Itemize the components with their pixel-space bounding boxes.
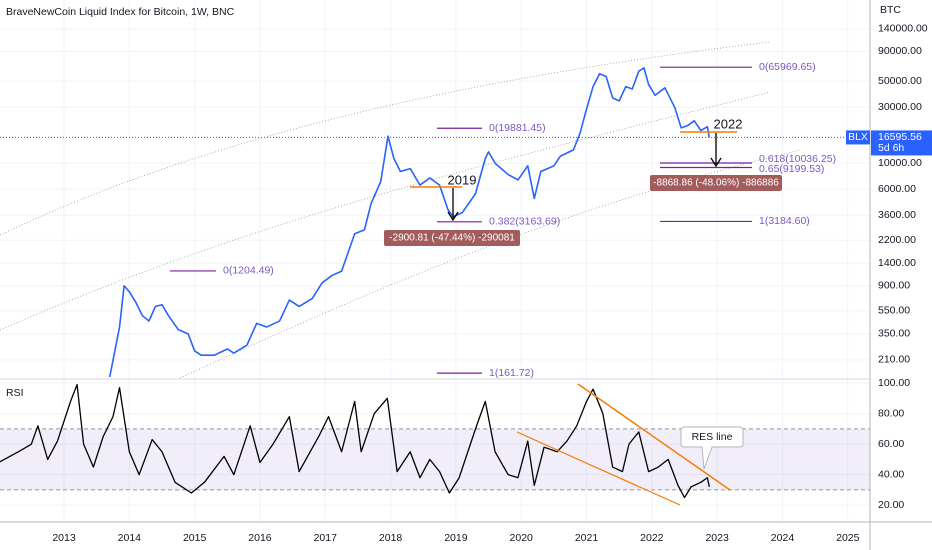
measure-label: -2900.81 (-47.44%) -290081 bbox=[389, 233, 515, 244]
x-tick-label: 2018 bbox=[379, 532, 403, 544]
y-tick-label: 20.00 bbox=[878, 499, 904, 511]
y-tick-label: 900.00 bbox=[878, 280, 910, 292]
x-tick-label: 2016 bbox=[248, 532, 272, 544]
y-tick-label: 1400.00 bbox=[878, 257, 916, 269]
fib-label: 0.382(3163.69) bbox=[489, 216, 560, 228]
y-tick-label: 90000.00 bbox=[878, 45, 922, 57]
fib-label: 0.65(9199.53) bbox=[759, 163, 824, 175]
x-tick-label: 2019 bbox=[444, 532, 468, 544]
y-tick-label: 40.00 bbox=[878, 468, 904, 480]
x-tick-label: 2021 bbox=[575, 532, 599, 544]
price-label: 16595.56 bbox=[878, 131, 922, 143]
drawings bbox=[410, 131, 744, 506]
arrow-head bbox=[447, 211, 459, 222]
y-tick-label: 350.00 bbox=[878, 328, 910, 340]
series-line bbox=[0, 383, 710, 499]
y-tick-label: 2200.00 bbox=[878, 234, 916, 246]
y-tick-label: 550.00 bbox=[878, 305, 910, 317]
x-tick-label: 2025 bbox=[836, 532, 860, 544]
price-axis bbox=[870, 0, 932, 550]
callout-label: RES line bbox=[692, 431, 733, 443]
x-tick-label: 2013 bbox=[52, 532, 76, 544]
fib-label: 0(1204.49) bbox=[223, 265, 274, 277]
y-tick-label: 60.00 bbox=[878, 438, 904, 450]
symbol-label: BLX bbox=[848, 131, 868, 143]
annotation: 2022 bbox=[714, 116, 743, 131]
y-tick-label: 100.00 bbox=[878, 377, 910, 389]
x-tick-label: 2022 bbox=[640, 532, 664, 544]
fib-label: 1(161.72) bbox=[489, 367, 534, 379]
y-tick-label: 6000.00 bbox=[878, 183, 916, 195]
measure-box bbox=[384, 230, 520, 246]
fib-label: 0.618(10036.25) bbox=[759, 153, 836, 165]
resistance-line bbox=[577, 383, 731, 491]
price-pane: 0(65969.65) 0(19881.45) 0(1204.49) 0.618(10… bbox=[0, 61, 870, 379]
fib-label: 0(19881.45) bbox=[489, 122, 546, 134]
channel-middle bbox=[0, 91, 771, 331]
axes: 2013 2014 2015 2016 2017 2018 2019 2020 2021 2022… bbox=[52, 23, 932, 544]
support-line bbox=[516, 431, 681, 506]
chart-title: BraveNewCoin Liquid Index for Bitcoin, 1… bbox=[6, 6, 235, 18]
fib-label: 0(65969.65) bbox=[759, 61, 816, 73]
y-tick-label: 10000.00 bbox=[878, 157, 922, 169]
x-tick-label: 2015 bbox=[183, 532, 207, 544]
y-tick-label: 80.00 bbox=[878, 407, 904, 419]
measure-label: -8868.86 (-48.06%) -886886 bbox=[653, 178, 779, 189]
callout bbox=[680, 426, 744, 470]
y-tick-label: 3600.00 bbox=[878, 209, 916, 221]
symbol-tag bbox=[846, 130, 870, 145]
channel-upper bbox=[0, 41, 771, 236]
countdown-label: 5d 6h bbox=[878, 142, 904, 154]
arrow-head bbox=[710, 157, 722, 168]
price-tag bbox=[871, 130, 932, 156]
x-tick-label: 2020 bbox=[510, 532, 534, 544]
y-axis-label: BTC bbox=[880, 4, 901, 16]
annotation: 2019 bbox=[448, 172, 477, 187]
rsi-title: RSI bbox=[6, 387, 24, 399]
y-tick-label: 140000.00 bbox=[878, 23, 928, 35]
x-tick-label: 2023 bbox=[705, 532, 729, 544]
y-tick-label: 30000.00 bbox=[878, 101, 922, 113]
series-line bbox=[108, 67, 711, 378]
measure-box bbox=[650, 175, 782, 191]
x-tick-label: 2014 bbox=[118, 532, 142, 544]
y-tick-label: 50000.00 bbox=[878, 75, 922, 87]
x-tick-label: 2024 bbox=[771, 532, 795, 544]
y-tick-label: 210.00 bbox=[878, 354, 910, 366]
x-tick-label: 2017 bbox=[314, 532, 338, 544]
fib-label: 1(3184.60) bbox=[759, 215, 810, 227]
